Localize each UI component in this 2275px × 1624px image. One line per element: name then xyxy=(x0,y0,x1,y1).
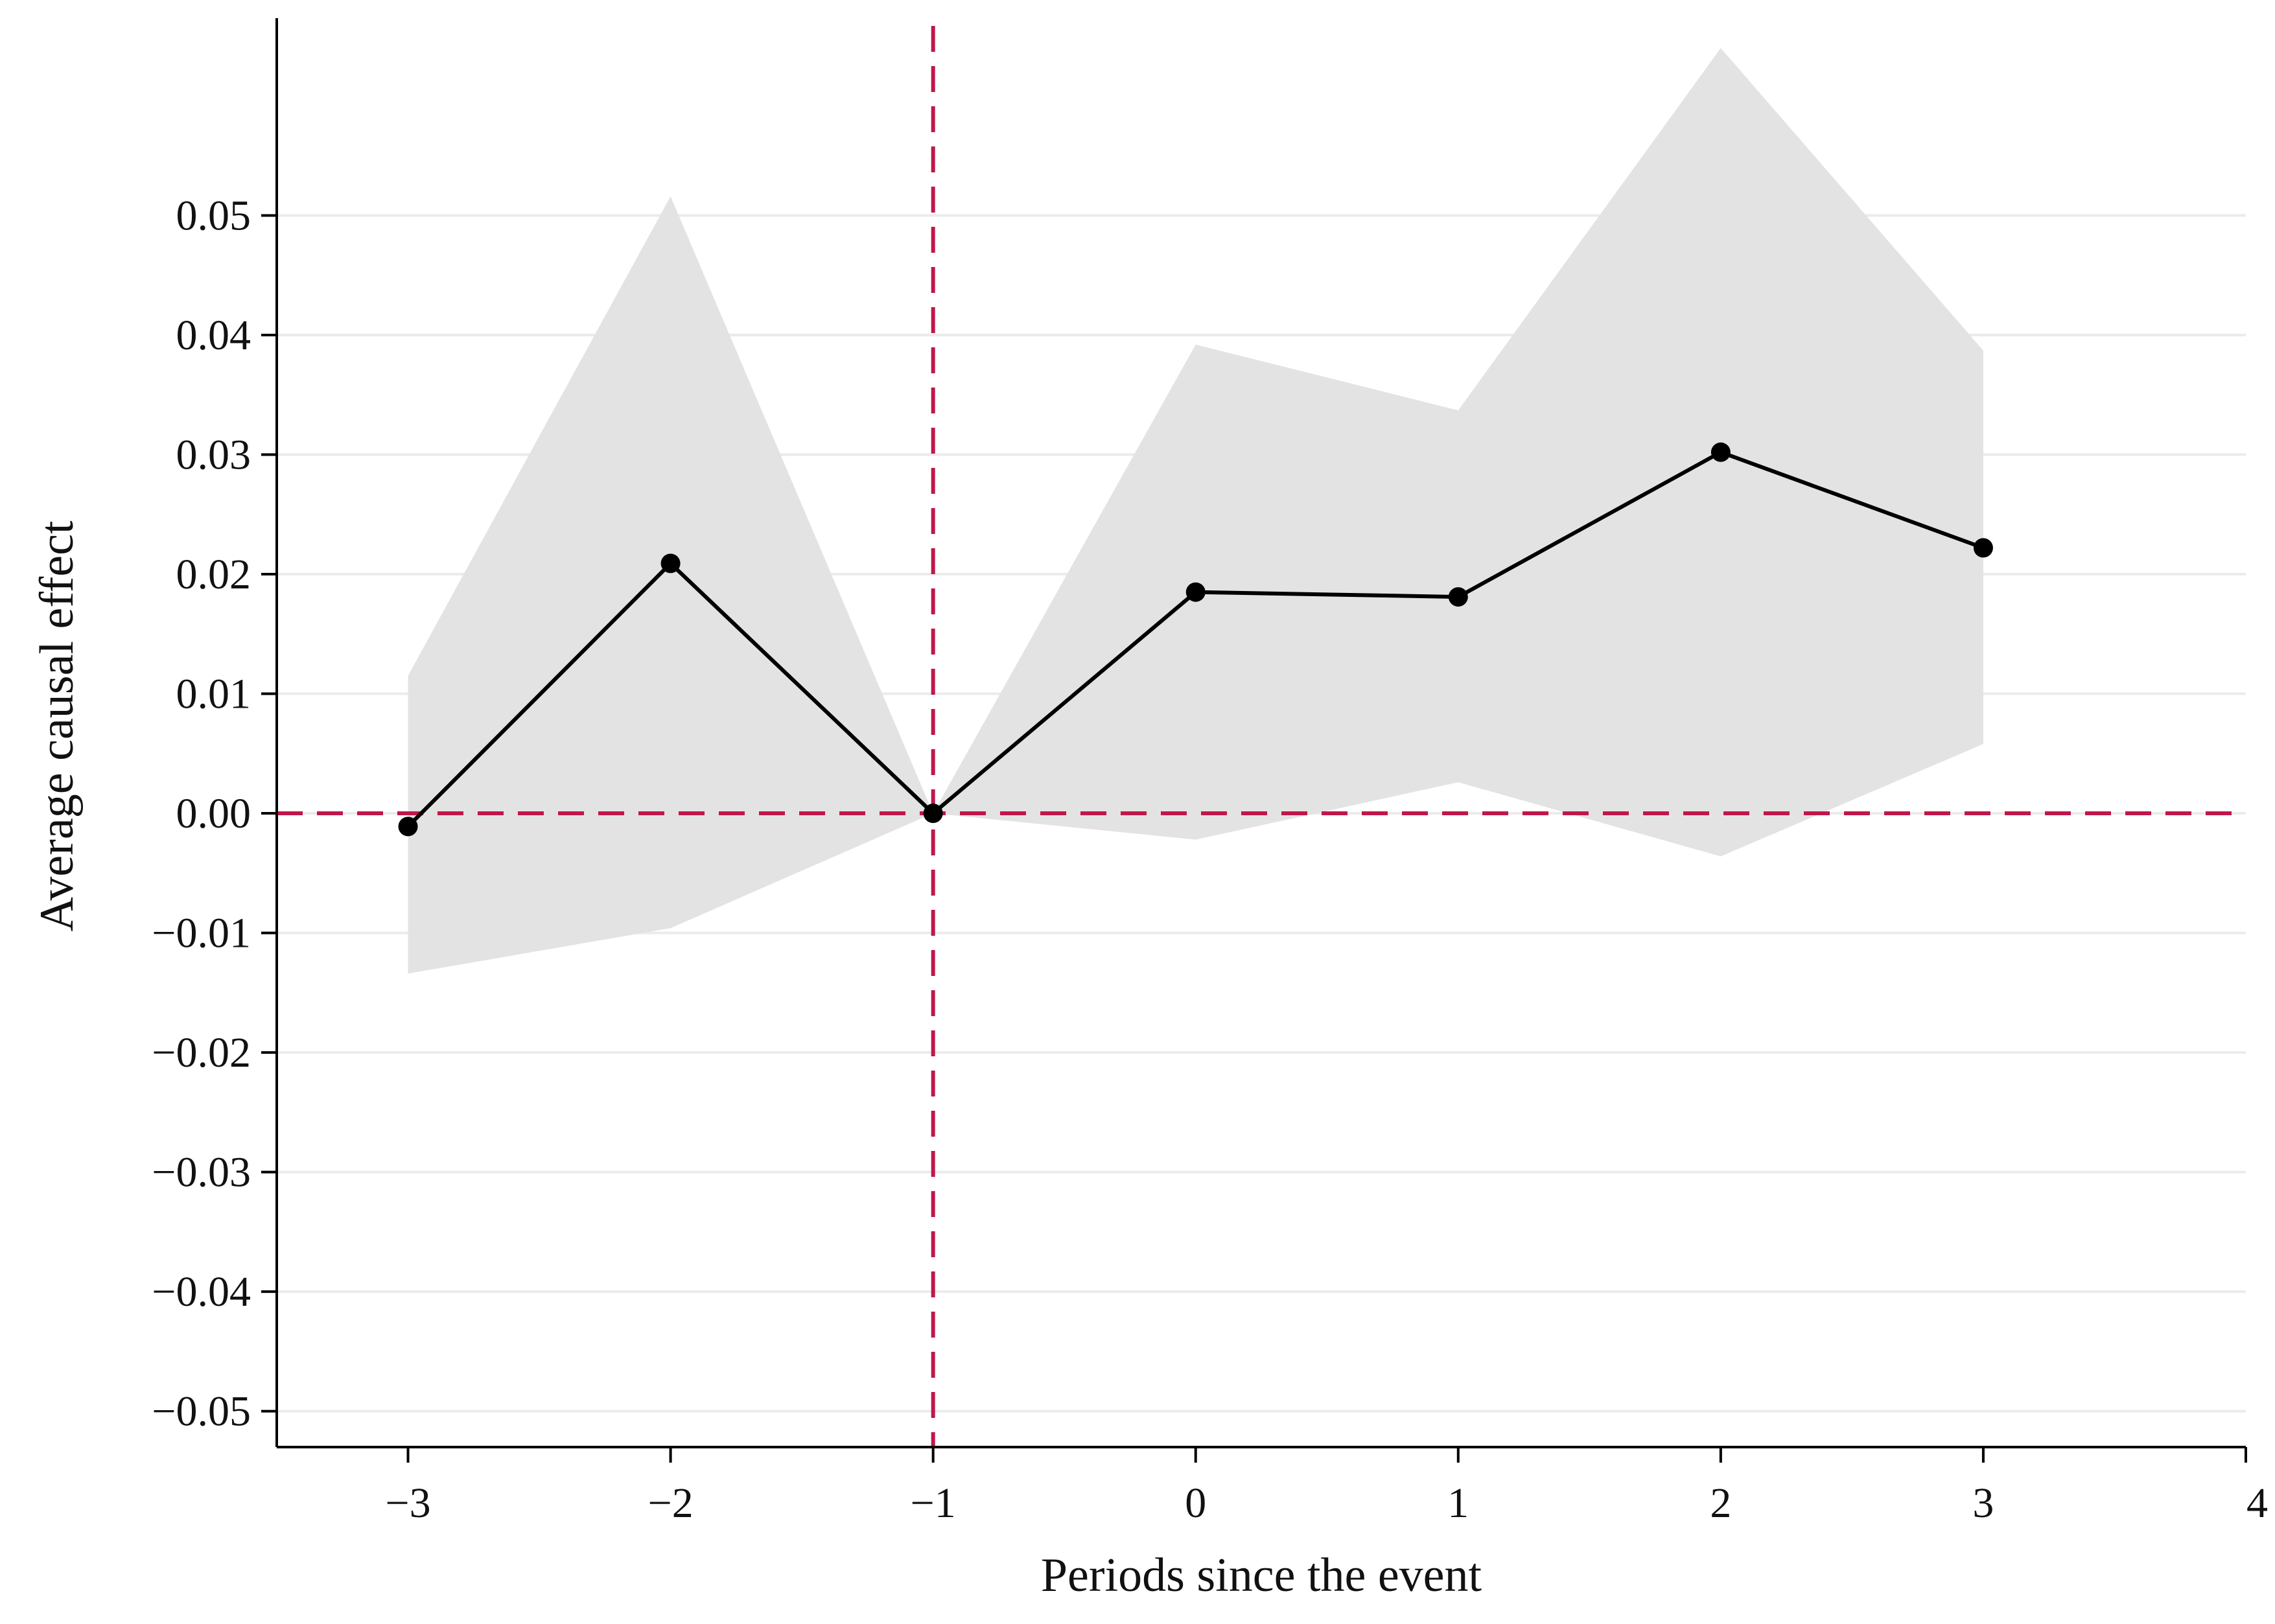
y-tick-label-6: −0.01 xyxy=(152,910,251,957)
x-tick-label-7: 4 xyxy=(2246,1479,2268,1527)
x-tick-label-4: 1 xyxy=(1447,1479,1469,1527)
y-axis-title: Average causal effect xyxy=(30,520,84,931)
data-point-6 xyxy=(1973,538,1993,558)
reference-lines xyxy=(277,26,2246,1447)
data-point-3 xyxy=(1185,582,1206,602)
data-point-5 xyxy=(1710,442,1731,462)
y-tick-label-3: 0.02 xyxy=(176,551,251,598)
x-tick-label-2: −1 xyxy=(911,1479,956,1527)
series-line-group xyxy=(398,442,1993,837)
x-tick-label-6: 3 xyxy=(1972,1479,1994,1527)
x-axis-title: Periods since the event xyxy=(1041,1549,1482,1602)
y-tick-label-2: 0.03 xyxy=(176,431,251,478)
y-tick-label-8: −0.03 xyxy=(152,1149,251,1196)
y-tick-label-0: 0.05 xyxy=(176,192,251,239)
y-tick-label-4: 0.01 xyxy=(176,671,251,718)
y-tick-label-10: −0.05 xyxy=(152,1388,251,1435)
data-point-1 xyxy=(660,553,681,574)
x-tick-label-3: 0 xyxy=(1185,1479,1206,1527)
x-tick-label-0: −3 xyxy=(385,1479,430,1527)
y-tick-label-7: −0.02 xyxy=(152,1029,251,1076)
y-tick-label-5: 0.00 xyxy=(176,790,251,837)
y-tick-label-9: −0.04 xyxy=(152,1268,251,1316)
data-point-0 xyxy=(398,817,418,837)
tick-labels: 0.05 0.04 0.03 0.02 0.01 0.00 −0.01 −0.02 −0.03 −… xyxy=(152,192,2268,1527)
x-tick-label-5: 2 xyxy=(1710,1479,1731,1527)
data-point-4 xyxy=(1448,587,1468,607)
x-tick-label-1: −2 xyxy=(648,1479,693,1527)
confidence-band-area xyxy=(408,48,1983,974)
confidence-band xyxy=(408,48,1983,974)
axes xyxy=(261,18,2247,1463)
y-tick-label-1: 0.04 xyxy=(176,312,251,359)
data-point-2 xyxy=(923,804,943,824)
